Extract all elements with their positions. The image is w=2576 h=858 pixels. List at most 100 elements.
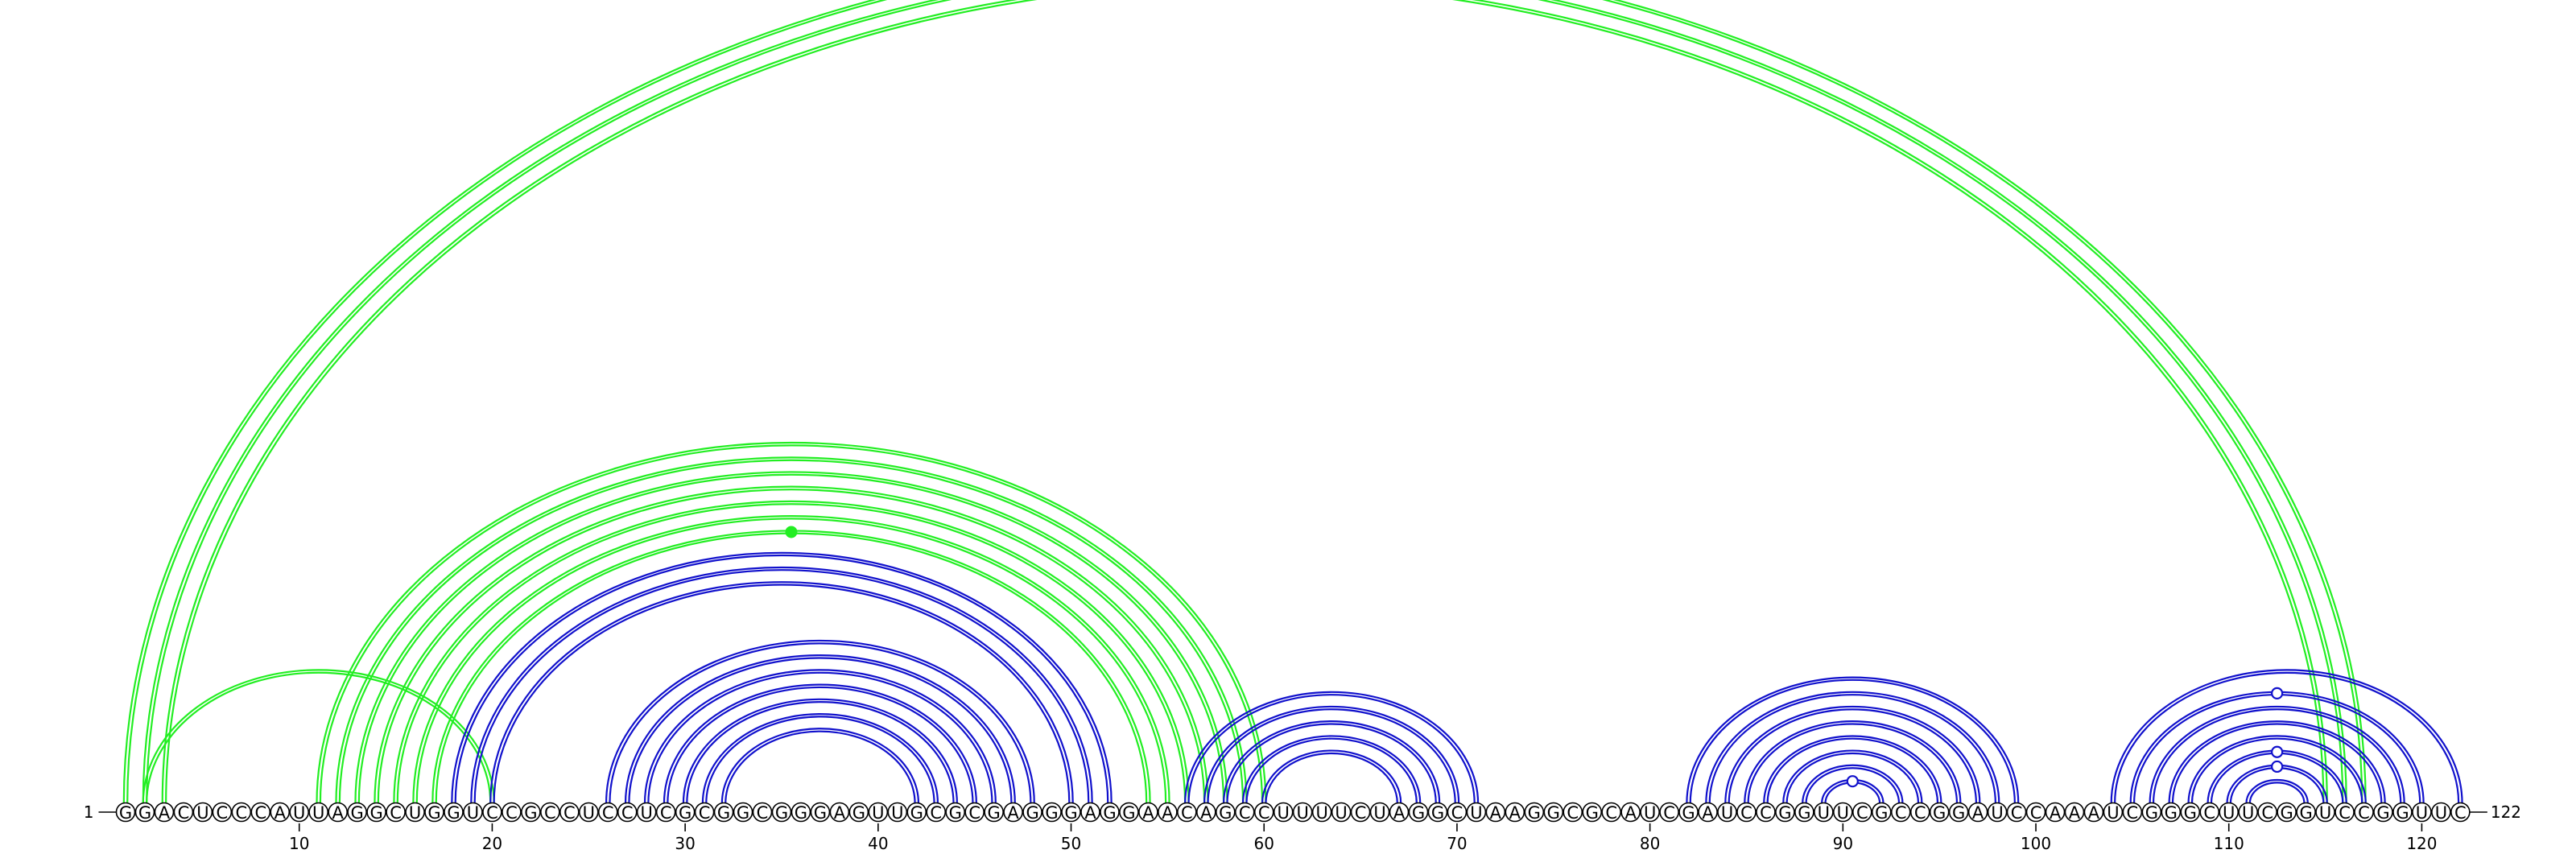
nucleotide-circle bbox=[1369, 802, 1390, 823]
nucleotide-circle bbox=[2025, 802, 2046, 823]
nucleotide-circle bbox=[2412, 802, 2432, 823]
nucleotide-letter: C bbox=[564, 803, 576, 823]
nucleotide-circle bbox=[597, 802, 618, 823]
nucleotide-circle bbox=[2334, 802, 2355, 823]
nucleotide-circle bbox=[2392, 802, 2413, 823]
blue-arc-20-50-inner bbox=[493, 584, 1071, 804]
nucleotide-67: A bbox=[1389, 802, 1410, 823]
nucleotide-circle bbox=[2257, 802, 2277, 823]
blue-arc-108-117-inner bbox=[2190, 737, 2363, 804]
nucleotide-24: C bbox=[559, 802, 580, 823]
nucleotide-letter: G bbox=[1045, 803, 1058, 823]
blue-arc-19-51-inner bbox=[473, 569, 1090, 804]
nucleotide-94: C bbox=[1909, 802, 1930, 823]
nucleotide-circle bbox=[1929, 802, 1950, 823]
nucleotide-circle bbox=[2083, 802, 2104, 823]
nucleotide-circle bbox=[444, 802, 464, 823]
tick-label-40: 40 bbox=[868, 834, 888, 853]
nucleotide-letter: U bbox=[2223, 803, 2235, 823]
nucleotide-92: G bbox=[1871, 802, 1892, 823]
nucleotide-letter: U bbox=[1837, 803, 1849, 823]
nucleotide-87: G bbox=[1775, 802, 1795, 823]
nucleotide-letter: U bbox=[872, 803, 884, 823]
blue-marker-109-116 bbox=[2271, 745, 2284, 758]
nucleotide-letter: G bbox=[1026, 803, 1038, 823]
nucleotide-99: C bbox=[2006, 802, 2027, 823]
nucleotide-82: G bbox=[1678, 802, 1699, 823]
nucleotide-53: G bbox=[1119, 802, 1139, 823]
green-arc-1-117-inner bbox=[126, 0, 2363, 804]
nucleotide-circle bbox=[2354, 802, 2374, 823]
nucleotide-circle bbox=[1775, 802, 1795, 823]
nucleotide-68: G bbox=[1408, 802, 1429, 823]
nucleotide-circle bbox=[1736, 802, 1757, 823]
nucleotide-letter: C bbox=[602, 803, 614, 823]
blue-arc-57-70-inner bbox=[1207, 708, 1456, 804]
nucleotide-letter: A bbox=[2069, 803, 2081, 823]
nucleotide-113: G bbox=[2277, 802, 2297, 823]
blue-arc-83-98-outer bbox=[1705, 691, 2000, 804]
nucleotide-letter: U bbox=[2242, 803, 2254, 823]
nucleotide-115: U bbox=[2315, 802, 2335, 823]
nucleotide-circle bbox=[192, 802, 213, 823]
nucleotide-circle bbox=[1698, 802, 1718, 823]
nucleotide-61: U bbox=[1273, 802, 1294, 823]
nucleotide-letter: A bbox=[834, 803, 846, 823]
nucleotide-circle bbox=[1003, 802, 1023, 823]
nucleotide-12: A bbox=[328, 802, 348, 823]
nucleotide-44: G bbox=[945, 802, 966, 823]
blue-arc-107-118-outer bbox=[2168, 720, 2386, 804]
nucleotide-circle bbox=[2161, 802, 2182, 823]
nucleotide-letter: G bbox=[1682, 803, 1695, 823]
nucleotide-38: A bbox=[829, 802, 850, 823]
blue-arc-85-96-outer bbox=[1744, 720, 1962, 804]
nucleotide-93: C bbox=[1890, 802, 1911, 823]
nucleotide-letter: A bbox=[332, 803, 344, 823]
position-ticks: 10 20 30 40 50 60 70 80 90 100 110 120 bbox=[289, 823, 2438, 853]
nucleotide-circle bbox=[1042, 802, 1062, 823]
tick-label-70: 70 bbox=[1447, 834, 1467, 853]
nucleotide-letter: C bbox=[1740, 803, 1752, 823]
blue-arc-30-44-outer bbox=[682, 698, 959, 804]
nucleotide-letter: U bbox=[1644, 803, 1656, 823]
nucleotide-circle bbox=[1890, 802, 1911, 823]
green-arc-14-57-outer bbox=[374, 485, 1209, 804]
nucleotide-122: C bbox=[2450, 802, 2471, 823]
blue-arc-106-119-inner bbox=[2152, 708, 2402, 804]
tick-label-100: 100 bbox=[2021, 834, 2051, 853]
nucleotide-letter: G bbox=[524, 803, 537, 823]
nucleotide-circle bbox=[713, 802, 734, 823]
nucleotide-72: A bbox=[1485, 802, 1506, 823]
nucleotide-25: U bbox=[578, 802, 599, 823]
blue-arc-56-71-inner bbox=[1187, 694, 1476, 804]
nucleotide-letter: U bbox=[1991, 803, 2003, 823]
nucleotide-17: G bbox=[424, 802, 444, 823]
nucleotide-letter: C bbox=[1239, 803, 1251, 823]
nucleotide-letter: A bbox=[1972, 803, 1984, 823]
nucleotide-letter: A bbox=[275, 803, 287, 823]
nucleotide-circle bbox=[636, 802, 657, 823]
nucleotide-circle bbox=[1678, 802, 1699, 823]
nucleotide-circle bbox=[1466, 802, 1487, 823]
nucleotide-letter: U bbox=[467, 803, 479, 823]
nucleotide-letter: C bbox=[1181, 803, 1193, 823]
nucleotide-circle bbox=[2296, 802, 2316, 823]
nucleotide-circle bbox=[559, 802, 580, 823]
green-arc-13-58-outer bbox=[354, 471, 1228, 804]
nucleotide-62: U bbox=[1292, 802, 1313, 823]
nucleotide-36: G bbox=[791, 802, 811, 823]
blue-marker-110-115 bbox=[2271, 760, 2284, 773]
blue-arc-59-68-inner bbox=[1245, 737, 1418, 804]
nucleotide-29: C bbox=[655, 802, 676, 823]
nucleotide-letter: G bbox=[1547, 803, 1560, 823]
nucleotide-letter: C bbox=[930, 803, 942, 823]
blue-arc-31-43-inner bbox=[705, 716, 935, 804]
nucleotide-circle bbox=[2315, 802, 2335, 823]
nucleotide-letter: U bbox=[1818, 803, 1830, 823]
nucleotide-98: U bbox=[1987, 802, 2008, 823]
nucleotide-circle bbox=[1292, 802, 1313, 823]
nucleotide-103: A bbox=[2083, 802, 2104, 823]
nucleotide-letter: G bbox=[1219, 803, 1232, 823]
nucleotide-49: G bbox=[1042, 802, 1062, 823]
nucleotide-circle bbox=[2199, 802, 2220, 823]
